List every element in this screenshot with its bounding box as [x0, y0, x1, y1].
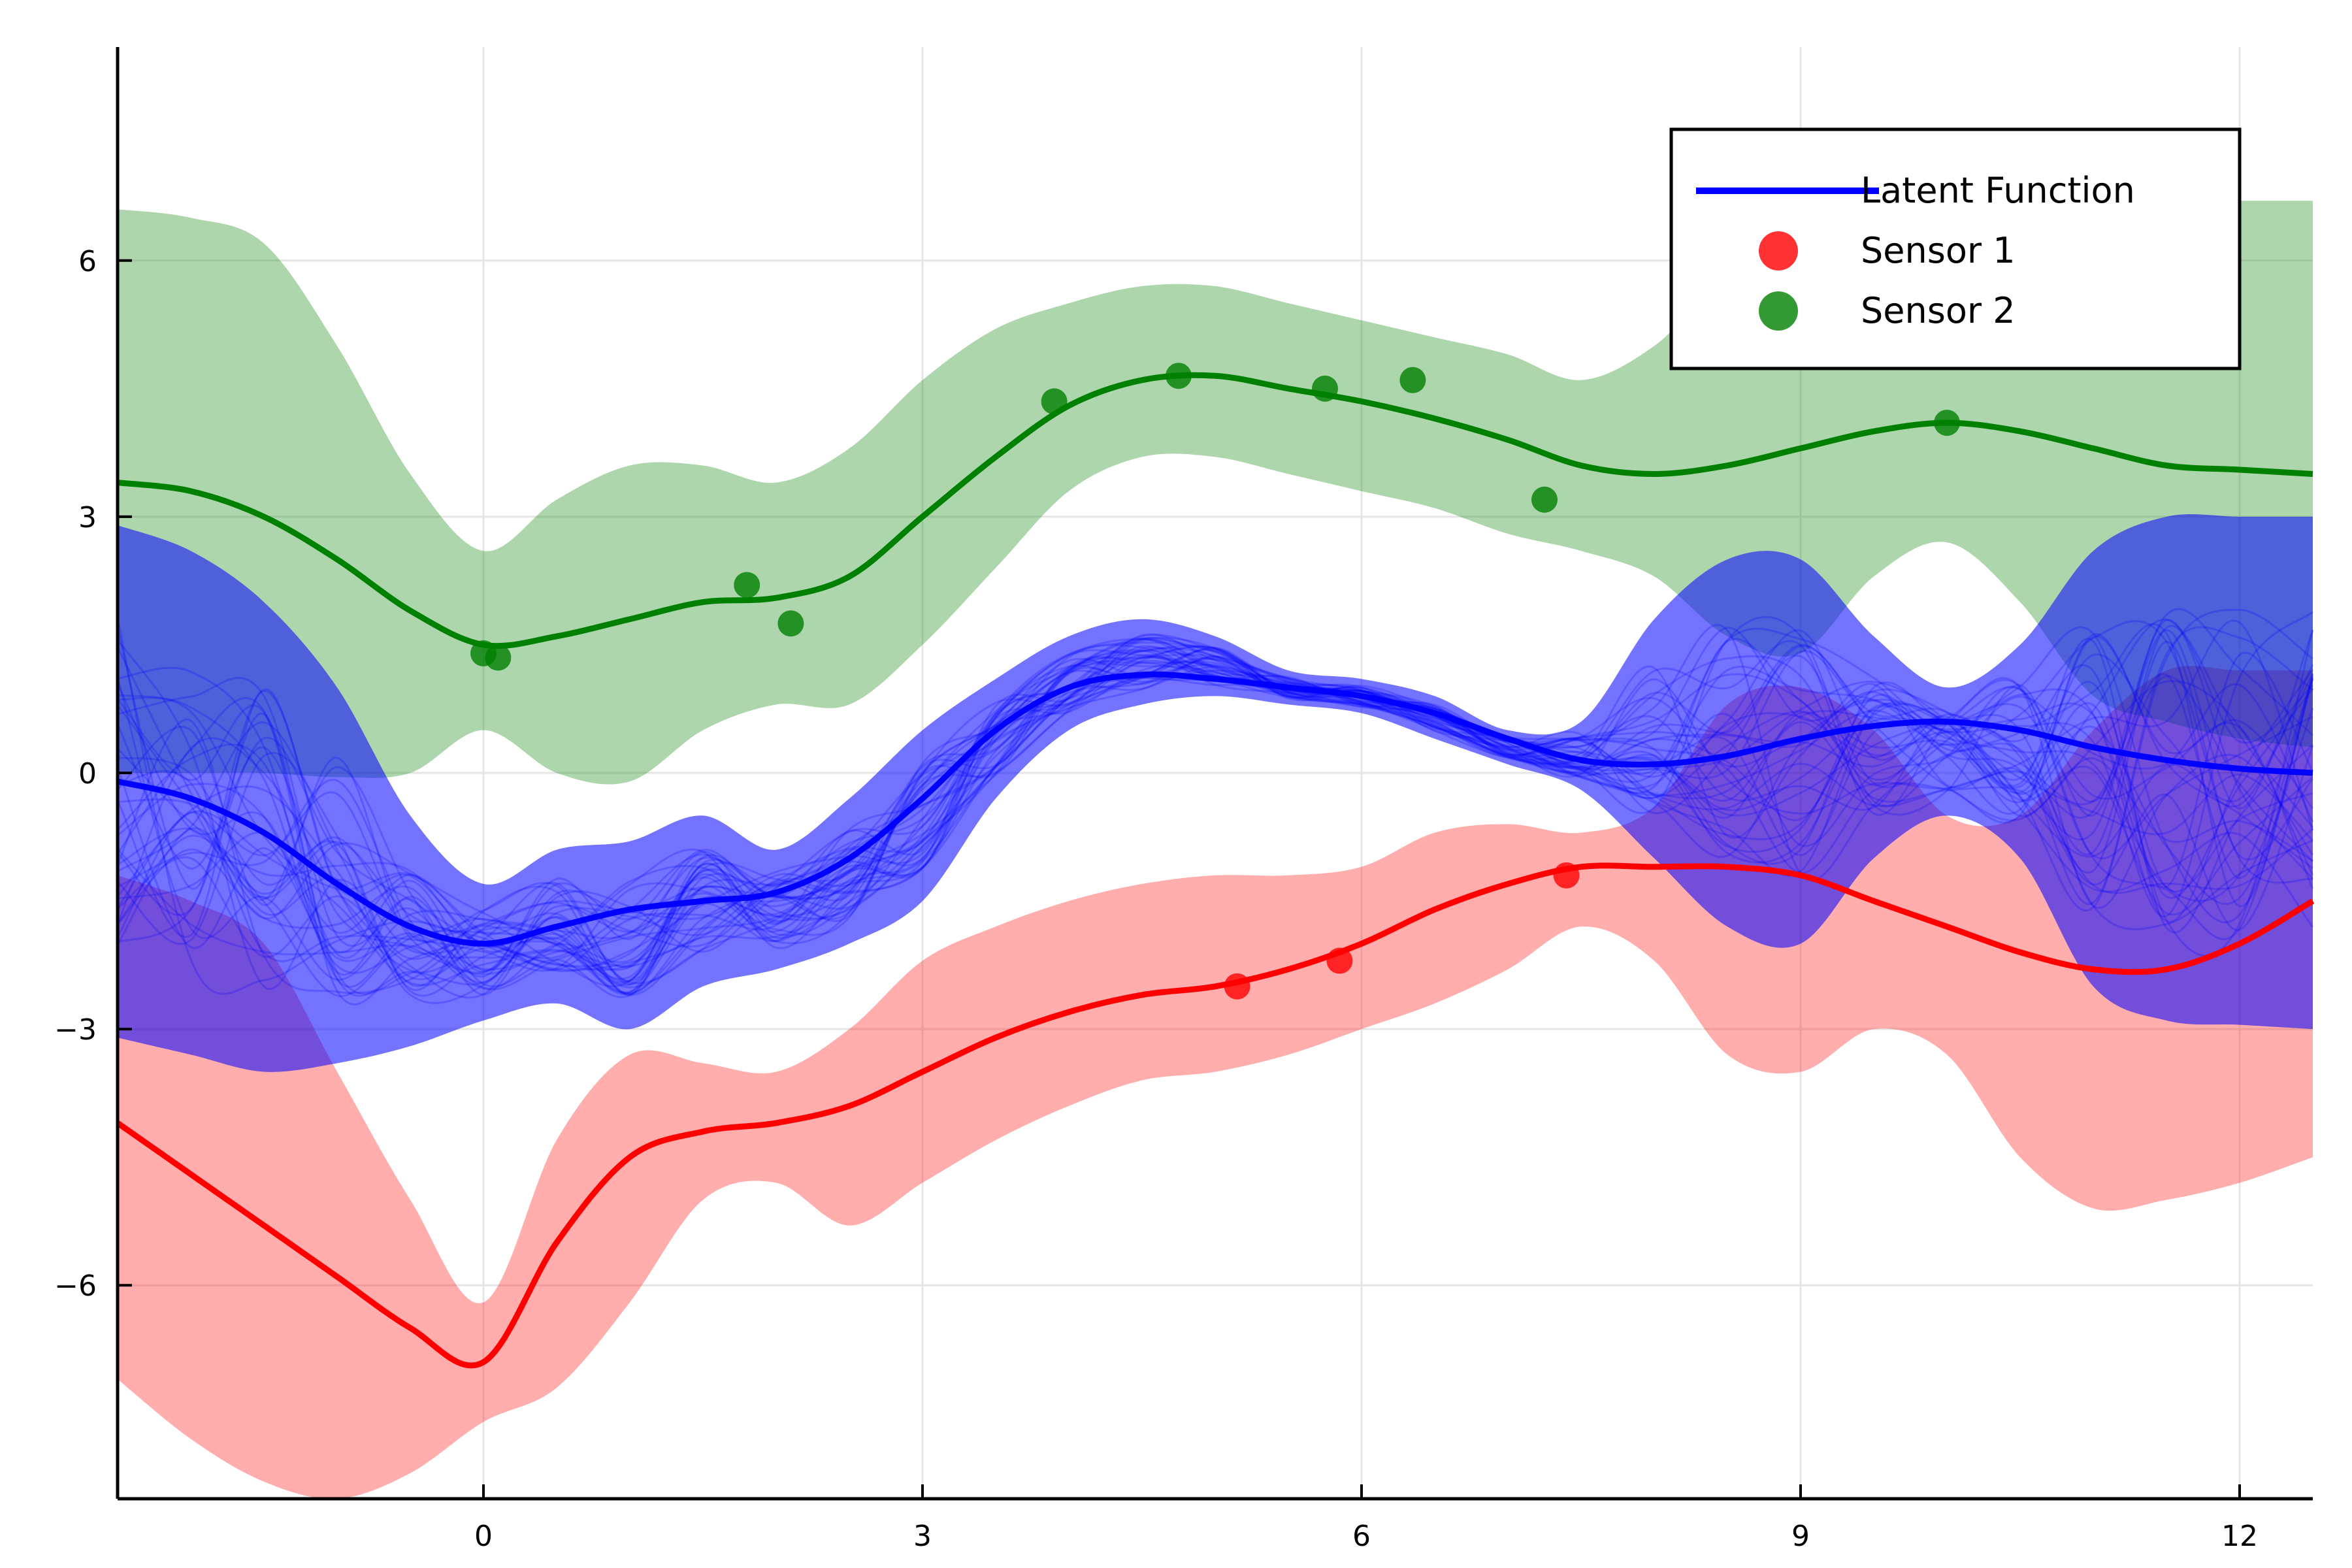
sensor1-point [1553, 862, 1580, 889]
x-tick-label: 12 [2221, 1520, 2258, 1553]
mean-line-sensor1 [116, 862, 2315, 1369]
latent-sample-line [116, 617, 2313, 995]
latent-sample-line [116, 619, 2314, 940]
latent-sample-line [116, 656, 2314, 995]
sensor2-point [734, 572, 760, 598]
sensor1-point [1326, 947, 1353, 974]
latent-sample-line [117, 646, 2313, 990]
latent-sample-line [116, 629, 2314, 997]
sensor2-point [1166, 363, 1192, 389]
latent-sample-line [116, 624, 2314, 1004]
legend-label-latent: Latent Function [1861, 170, 2135, 211]
latent-sample-line [117, 626, 2313, 988]
legend: Latent Function Sensor 1 Sensor 2 [1669, 127, 2242, 370]
y-tick-label: −3 [54, 1013, 97, 1047]
x-tick-label: 3 [913, 1520, 932, 1553]
latent-sample-line [116, 619, 2314, 990]
sensor2-point [1531, 486, 1558, 513]
legend-swatch-sensor2 [1759, 291, 1798, 331]
latent-sample-line [117, 615, 2313, 972]
x-tick-label: 0 [474, 1520, 493, 1553]
latent-sample-line [117, 653, 2314, 973]
latent-sample-line [116, 633, 2314, 996]
sensor2-point [1041, 388, 1068, 415]
sensor2-point [1399, 367, 1426, 393]
latent-sample-line [116, 638, 2314, 983]
latent-sample-line [116, 649, 2313, 983]
latent-sample-line [117, 640, 2314, 969]
latent-sample-line [117, 642, 2314, 994]
y-tick-label: 0 [78, 757, 97, 791]
sensor2-point [777, 610, 804, 637]
latent-sample-line [116, 633, 2313, 995]
latent-sample-line [117, 661, 2314, 978]
x-tick-label: 9 [1791, 1520, 1810, 1553]
legend-label-sensor2: Sensor 2 [1861, 290, 2016, 331]
latent-sample-line [116, 658, 2314, 987]
latent-sample-line [116, 638, 2313, 988]
tick-labels: 0 3 6 9 12 −6 −3 0 3 6 [54, 245, 2258, 1553]
latent-sample-line [117, 625, 2313, 972]
y-tick-label: −6 [54, 1269, 97, 1303]
latent-sample-line [116, 649, 2313, 1005]
legend-swatch-sensor1 [1759, 231, 1798, 270]
legend-label-sensor1: Sensor 1 [1861, 230, 2016, 271]
axes [116, 47, 2313, 1501]
latent-sample-line [116, 636, 2314, 994]
latent-sample-line [116, 627, 2314, 984]
latent-sample-line [117, 608, 2314, 974]
latent-sample-line [117, 637, 2314, 972]
y-tick-label: 6 [78, 245, 97, 278]
mean-line-latent [116, 671, 2313, 947]
sensor2-point [1934, 410, 1960, 436]
sensor-points [470, 363, 1960, 1000]
sensor2-point [485, 644, 512, 671]
y-tick-label: 3 [78, 501, 97, 534]
latent-sample-line [116, 647, 2314, 997]
band-latent [118, 514, 2313, 1072]
latent-sample-line [116, 608, 2313, 971]
latent-sample-line [117, 619, 2314, 980]
latent-sample-line [117, 651, 2314, 975]
sensor2-point [1312, 375, 1338, 402]
x-tick-label: 6 [1352, 1520, 1371, 1553]
sensor1-point [1224, 973, 1250, 1000]
